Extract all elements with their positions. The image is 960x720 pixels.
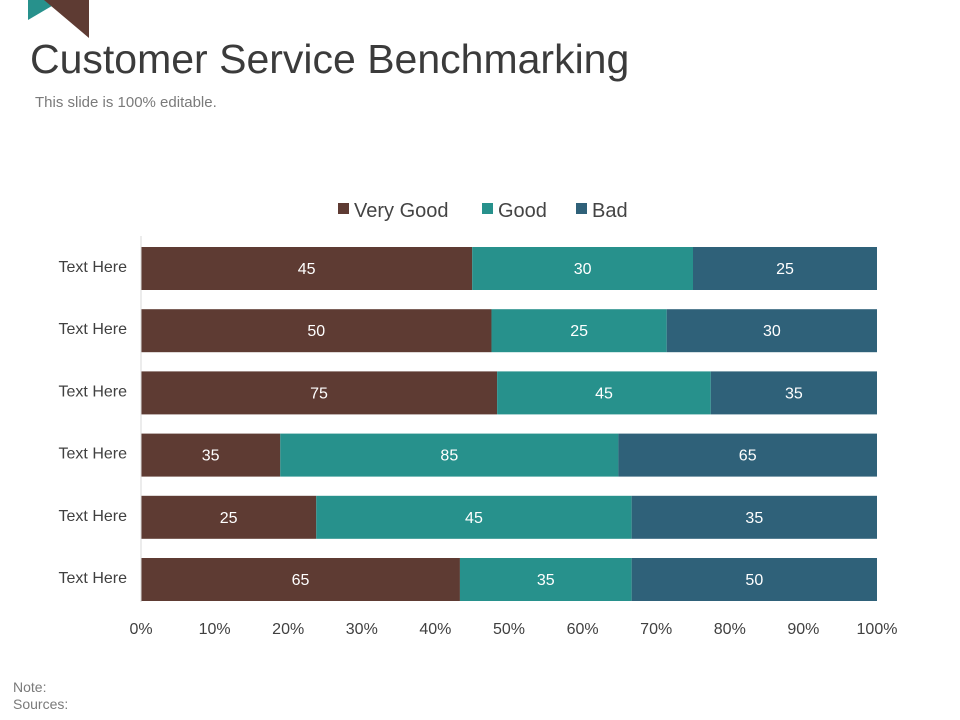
- data-label: 45: [298, 261, 316, 278]
- data-label: 50: [745, 572, 763, 589]
- slide-title: Customer Service Benchmarking: [30, 36, 630, 82]
- data-label: 35: [537, 572, 555, 589]
- legend-label[interactable]: Very Good: [354, 200, 449, 222]
- bar-segment[interactable]: [141, 558, 460, 601]
- legend-swatch[interactable]: [338, 203, 349, 214]
- bar-segment[interactable]: [472, 247, 693, 290]
- bar-segment[interactable]: [316, 495, 632, 539]
- data-label: 35: [745, 510, 763, 527]
- data-label: 30: [574, 261, 592, 278]
- x-tick-label: 40%: [419, 621, 451, 638]
- data-label: 65: [292, 572, 310, 589]
- bar-segment[interactable]: [497, 371, 711, 415]
- slide-subtitle: This slide is 100% editable.: [35, 94, 217, 111]
- data-label: 30: [763, 323, 781, 340]
- data-label: 50: [307, 323, 325, 340]
- x-tick-label: 0%: [129, 621, 152, 638]
- category-label: Text Here: [59, 508, 128, 525]
- category-label: Text Here: [59, 570, 128, 587]
- data-label: 35: [785, 385, 803, 402]
- x-tick-label: 50%: [493, 621, 525, 638]
- data-label: 25: [570, 323, 588, 340]
- data-label: 35: [202, 448, 220, 465]
- bar-segment[interactable]: [141, 309, 492, 353]
- category-label: Text Here: [59, 259, 128, 276]
- x-tick-label: 30%: [346, 621, 378, 638]
- bar-segment[interactable]: [710, 371, 877, 415]
- corner-brown-shape: [44, 0, 89, 38]
- bar-segment[interactable]: [666, 309, 877, 353]
- bar-segment[interactable]: [631, 558, 877, 601]
- data-label: 75: [310, 385, 328, 402]
- x-tick-label: 100%: [857, 621, 898, 638]
- data-label: 45: [595, 385, 613, 402]
- legend-swatch[interactable]: [576, 203, 587, 214]
- note-label: Note:: [13, 679, 47, 695]
- x-tick-label: 90%: [787, 621, 819, 638]
- sources-label: Sources:: [13, 696, 69, 712]
- bar-segment[interactable]: [693, 247, 877, 290]
- x-tick-label: 80%: [714, 621, 746, 638]
- bar-segment[interactable]: [141, 247, 473, 290]
- category-label: Text Here: [59, 383, 128, 400]
- bar-segment[interactable]: [280, 433, 619, 477]
- bar-segment[interactable]: [618, 433, 877, 477]
- x-tick-label: 20%: [272, 621, 304, 638]
- category-label: Text Here: [59, 446, 128, 463]
- data-label: 65: [739, 448, 757, 465]
- legend-label[interactable]: Good: [498, 200, 547, 222]
- bar-segment[interactable]: [491, 309, 667, 353]
- data-label: 25: [776, 261, 794, 278]
- data-label: 85: [440, 448, 458, 465]
- legend-swatch[interactable]: [482, 203, 493, 214]
- bar-segment[interactable]: [141, 433, 281, 477]
- corner-decoration: [28, 0, 89, 38]
- bar-segment[interactable]: [631, 495, 877, 539]
- data-label: 25: [220, 510, 238, 527]
- category-label: Text Here: [59, 321, 128, 338]
- x-tick-label: 60%: [567, 621, 599, 638]
- x-tick-label: 10%: [199, 621, 231, 638]
- x-tick-label: 70%: [640, 621, 672, 638]
- bar-segment[interactable]: [141, 371, 498, 415]
- data-label: 45: [465, 510, 483, 527]
- bar-segment[interactable]: [141, 495, 317, 539]
- bar-segment[interactable]: [459, 558, 632, 601]
- legend-label[interactable]: Bad: [592, 200, 628, 222]
- stacked-bar-chart: Very Good Good Bad 45 30 25 Text Here 50 25 30 Tex…: [59, 200, 898, 638]
